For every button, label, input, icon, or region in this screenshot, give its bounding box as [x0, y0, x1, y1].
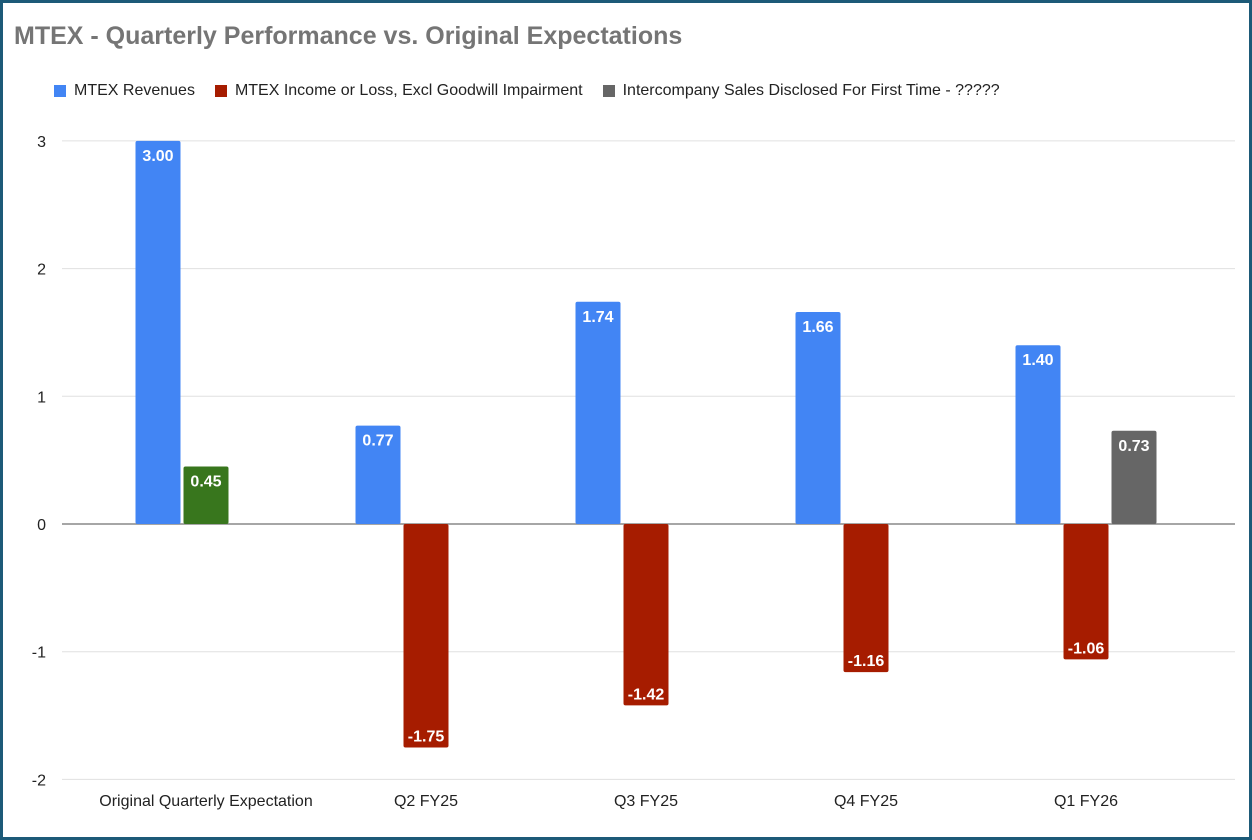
data-label: -1.42	[628, 686, 665, 703]
data-label: -1.16	[848, 653, 885, 670]
bar	[623, 524, 669, 706]
x-tick-label: Q1 FY26	[1054, 793, 1118, 810]
bar	[135, 140, 181, 524]
data-label: 1.66	[802, 319, 833, 336]
bar	[403, 524, 449, 748]
data-label: -1.75	[408, 728, 445, 745]
legend-label: MTEX Revenues	[74, 82, 195, 99]
legend-swatch	[602, 85, 615, 97]
bar	[575, 301, 621, 524]
legend-label: MTEX Income or Loss, Excl Goodwill Impai…	[234, 82, 583, 99]
y-tick-label: 2	[37, 262, 46, 279]
legend-item-revenues: MTEX Revenues	[54, 82, 195, 100]
data-label: 1.40	[1022, 352, 1053, 369]
data-label: 0.45	[190, 474, 221, 491]
data-label: 1.74	[582, 309, 613, 326]
x-tick-label: Q2 FY25	[394, 793, 458, 810]
data-label: 0.77	[362, 433, 393, 450]
bar	[183, 466, 229, 524]
bar	[1111, 430, 1157, 524]
bar	[843, 524, 889, 673]
legend-item-income: MTEX Income or Loss, Excl Goodwill Impai…	[214, 82, 583, 100]
legend-item-intercompany: Intercompany Sales Disclosed For First T…	[602, 82, 1000, 100]
y-tick-label: 1	[37, 389, 46, 406]
chart-title: MTEX - Quarterly Performance vs. Origina…	[14, 22, 683, 50]
legend-label: Intercompany Sales Disclosed For First T…	[622, 82, 1000, 99]
x-tick-label: Q4 FY25	[834, 793, 898, 810]
y-tick-label: -1	[32, 645, 46, 662]
legend: MTEX Revenues MTEX Income or Loss, Excl …	[54, 82, 1000, 100]
data-label: 0.73	[1118, 438, 1149, 455]
bar	[1015, 345, 1061, 524]
bar	[795, 312, 841, 524]
data-label: -1.06	[1068, 640, 1105, 657]
y-tick-label: -2	[32, 772, 46, 789]
x-tick-label: Original Quarterly Expectation	[99, 793, 312, 810]
bar	[355, 425, 401, 524]
y-tick-label: 3	[37, 134, 46, 151]
bar	[1063, 524, 1109, 660]
x-tick-label: Q3 FY25	[614, 793, 678, 810]
legend-swatch	[54, 85, 66, 97]
legend-swatch	[214, 85, 227, 97]
y-tick-label: 0	[37, 517, 46, 534]
data-label: 3.00	[142, 148, 173, 165]
